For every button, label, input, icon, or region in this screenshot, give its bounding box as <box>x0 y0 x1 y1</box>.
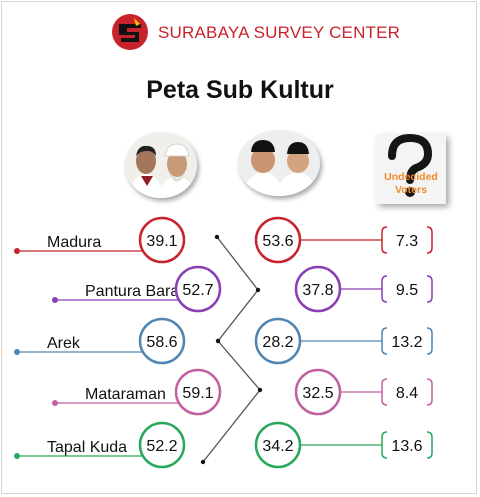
bracket-left <box>381 275 388 303</box>
bracket-right <box>426 275 433 303</box>
candidate-pair-2-photo <box>238 130 320 196</box>
brand-logo-icon <box>112 14 148 50</box>
divider-dot <box>215 338 221 344</box>
bracket-right <box>426 378 433 406</box>
row-marker-dot <box>52 400 58 406</box>
value-label-pair-2: 37.8 <box>302 282 333 299</box>
value-label-pair-2: 53.6 <box>262 233 293 250</box>
undecided-label-line2: Voters <box>395 184 427 196</box>
row-marker-dot <box>14 349 20 355</box>
row-label: Pantura Barat <box>85 283 184 300</box>
bracket-right <box>426 226 433 254</box>
value-circle-pair-1 <box>138 421 186 469</box>
value-circle-pair-2 <box>254 421 302 469</box>
bracket-left <box>381 431 388 459</box>
divider-dot <box>257 387 263 393</box>
row-label: Madura <box>47 234 101 251</box>
value-label-undecided: 13.2 <box>391 334 422 351</box>
value-circle-pair-2 <box>294 265 342 313</box>
divider-dot <box>214 234 220 240</box>
bracket-right <box>426 431 433 459</box>
value-label-undecided: 13.6 <box>391 438 422 455</box>
brand-header: SURABAYA SURVEY CENTER <box>110 12 400 52</box>
value-label-pair-2: 28.2 <box>262 334 293 351</box>
bracket-left <box>381 226 388 254</box>
value-circle-pair-2 <box>254 317 302 365</box>
row-label: Arek <box>47 335 81 352</box>
value-circle-pair-2 <box>254 216 302 264</box>
bracket-left <box>381 378 388 406</box>
divider-dot <box>200 459 206 465</box>
value-circle-pair-2 <box>294 368 342 416</box>
value-label-pair-2: 34.2 <box>262 438 293 455</box>
question-mark-icon <box>388 134 433 197</box>
value-label-pair-2: 32.5 <box>302 385 333 402</box>
candidate-pair-1-photo <box>125 132 197 198</box>
row-marker-dot <box>14 453 20 459</box>
bracket-left <box>381 327 388 355</box>
value-label-pair-1: 58.6 <box>146 334 177 351</box>
page-title: Peta Sub Kultur <box>146 76 334 104</box>
row-label: Mataraman <box>85 386 166 403</box>
value-circle-pair-1 <box>174 265 222 313</box>
value-label-pair-1: 59.1 <box>182 385 213 402</box>
row-marker-dot <box>52 297 58 303</box>
value-label-pair-1: 39.1 <box>146 233 177 250</box>
row-label: Tapal Kuda <box>47 439 127 456</box>
value-label-pair-1: 52.7 <box>182 282 213 299</box>
value-circle-pair-1 <box>138 216 186 264</box>
bracket-right <box>426 327 433 355</box>
value-label-undecided: 8.4 <box>396 385 418 402</box>
brand-name: SURABAYA SURVEY CENTER <box>158 23 401 42</box>
value-label-undecided: 9.5 <box>396 282 418 299</box>
divider-dot <box>255 287 261 293</box>
row-marker-dot <box>14 248 20 254</box>
value-circle-pair-1 <box>138 317 186 365</box>
value-label-pair-1: 52.2 <box>146 438 177 455</box>
value-label-undecided: 7.3 <box>396 233 418 250</box>
value-circle-pair-1 <box>174 368 222 416</box>
undecided-voters-card: Undecided Voters <box>376 134 446 204</box>
undecided-label-line1: Undecided <box>384 171 438 183</box>
